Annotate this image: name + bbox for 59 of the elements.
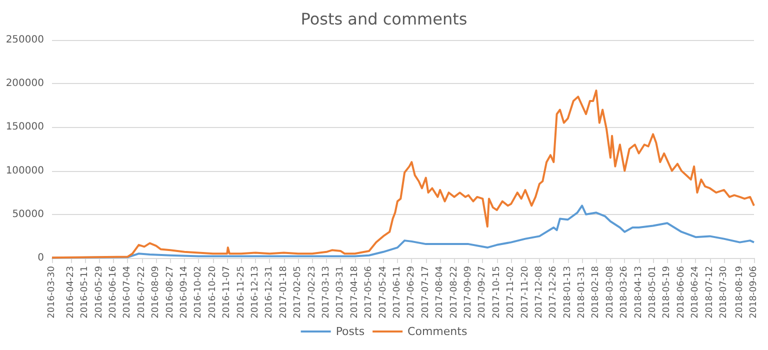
- x-tick-label: 2017-12-26: [548, 266, 559, 318]
- y-tick-label: 50000: [12, 208, 44, 220]
- x-tick-label: 2016-07-22: [136, 266, 147, 318]
- x-tick-label: 2018-02-18: [591, 266, 602, 318]
- x-tick-label: 2016-10-20: [208, 266, 218, 318]
- chart-title: Posts and comments: [300, 10, 468, 28]
- x-tick-label: 2017-05-06: [364, 266, 374, 318]
- x-tick-label: 2016-05-29: [94, 266, 104, 318]
- x-tick-label: 2016-03-30: [47, 266, 57, 318]
- x-tick-label: 2016-11-25: [236, 266, 246, 318]
- x-tick-label: 2016-10-02: [194, 266, 204, 318]
- y-tick-label: 250000: [6, 34, 44, 46]
- x-tick-label: 2017-02-23: [307, 266, 318, 318]
- x-tick-label: 2018-01-13: [562, 266, 573, 318]
- x-tick-label: 2016-08-27: [165, 266, 176, 318]
- legend-label: Posts: [336, 325, 365, 338]
- x-tick-label: 2017-11-02: [506, 266, 516, 318]
- x-tick-label: 2017-03-13: [321, 266, 332, 318]
- y-tick-label: 0: [38, 252, 44, 264]
- x-tick-label: 2017-11-20: [520, 266, 530, 318]
- x-tick-label: 2016-11-07: [222, 266, 232, 318]
- x-tick-label: 2017-10-15: [492, 266, 502, 318]
- x-tick-label: 2018-08-19: [734, 266, 745, 318]
- x-tick-label: 2018-09-06: [749, 266, 759, 318]
- x-tick-label: 2016-08-09: [151, 266, 162, 318]
- x-tick-label: 2018-06-24: [690, 266, 701, 318]
- x-tick-label: 2017-12-08: [534, 266, 544, 318]
- x-tick-label: 2017-06-29: [406, 266, 417, 318]
- x-tick-label: 2016-06-16: [108, 266, 119, 318]
- y-tick-label: 150000: [6, 122, 44, 133]
- x-tick-label: 2018-07-30: [719, 266, 730, 318]
- x-tick-label: 2017-06-11: [392, 266, 402, 318]
- x-tick-label: 2018-01-31: [577, 266, 588, 318]
- x-tick-label: 2016-09-14: [180, 266, 190, 318]
- x-tick-label: 2017-08-22: [449, 266, 460, 318]
- x-tick-label: 2017-07-17: [420, 266, 431, 318]
- x-tick-label: 2016-07-04: [122, 266, 133, 318]
- x-tick-label: 2017-05-24: [378, 266, 388, 318]
- x-tick-label: 2018-06-06: [676, 266, 686, 318]
- x-tick-label: 2018-03-26: [620, 266, 630, 318]
- y-tick-label: 100000: [6, 165, 44, 176]
- x-tick-label: 2018-03-08: [605, 266, 616, 318]
- x-tick-label: 2018-05-01: [648, 266, 658, 318]
- x-tick-label: 2016-12-31: [264, 266, 275, 318]
- x-tick-label: 2017-09-09: [463, 266, 474, 318]
- x-tick-label: 2017-04-18: [350, 266, 360, 318]
- x-tick-label: 2017-02-05: [293, 266, 304, 318]
- x-tick-label: 2016-05-11: [80, 266, 90, 318]
- y-tick-label: 200000: [6, 78, 44, 90]
- x-tick-label: 2018-04-13: [634, 266, 644, 318]
- x-tick-label: 2017-03-31: [336, 266, 346, 318]
- x-tick-label: 2017-01-18: [278, 266, 289, 318]
- x-tick-label: 2018-07-12: [704, 266, 715, 318]
- x-tick-label: 2017-09-27: [478, 266, 488, 318]
- x-tick-label: 2018-05-19: [662, 266, 672, 318]
- x-tick-label: 2017-08-04: [435, 266, 446, 318]
- legend-label: Comments: [408, 325, 468, 338]
- x-tick-label: 2016-12-13: [250, 266, 260, 318]
- x-tick-label: 2016-04-23: [66, 266, 76, 318]
